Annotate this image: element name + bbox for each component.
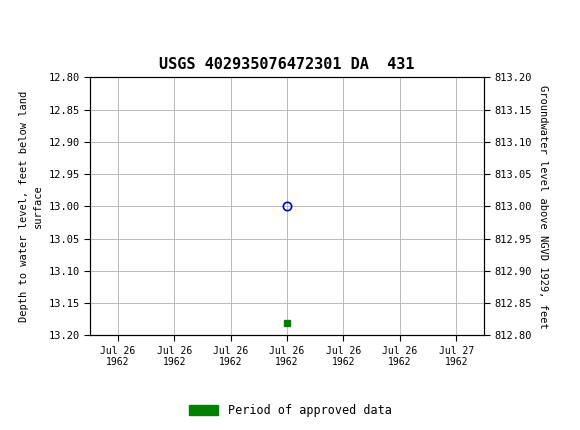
Y-axis label: Depth to water level, feet below land
surface: Depth to water level, feet below land su… (19, 91, 43, 322)
Y-axis label: Groundwater level above NGVD 1929, feet: Groundwater level above NGVD 1929, feet (538, 85, 548, 328)
Title: USGS 402935076472301 DA  431: USGS 402935076472301 DA 431 (160, 57, 415, 72)
Text: USGS: USGS (75, 10, 130, 28)
Legend: Period of approved data: Period of approved data (184, 399, 396, 422)
